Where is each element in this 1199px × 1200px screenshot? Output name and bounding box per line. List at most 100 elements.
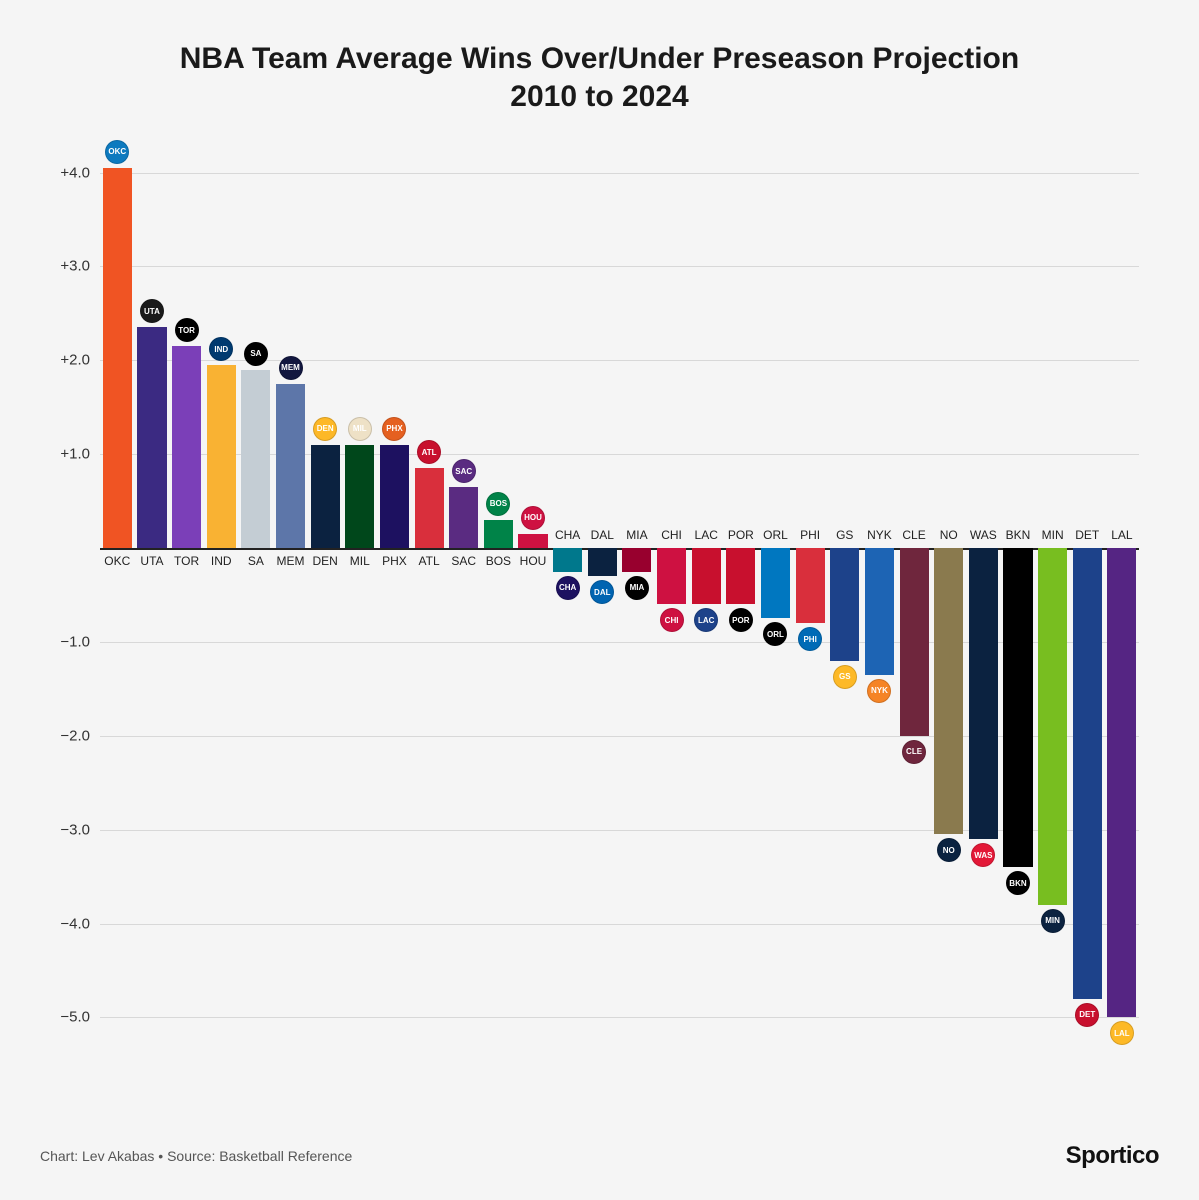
bar	[588, 548, 617, 576]
y-tick-label: +1.0	[60, 446, 90, 463]
title-line-1: NBA Team Average Wins Over/Under Preseas…	[180, 42, 1019, 75]
y-tick-label: −4.0	[60, 915, 90, 932]
x-tick-label: MIL	[350, 554, 370, 568]
bar	[622, 548, 651, 571]
bar-column: PHXPHX	[377, 135, 412, 1055]
bar	[1038, 548, 1067, 905]
team-logo-icon: PHI	[798, 627, 822, 651]
x-tick-label: ATL	[419, 554, 440, 568]
bar	[241, 370, 270, 548]
bar-column: UTA UTA	[135, 135, 170, 1055]
team-logo-icon: DAL	[590, 580, 614, 604]
bar-column: CHACHA	[550, 135, 585, 1055]
chart-area: +4.0+3.0+2.0+1.0−1.0−2.0−3.0−4.0−5.0OKCO…	[30, 135, 1169, 1055]
bar-column: HOU HOU	[516, 135, 551, 1055]
bar-column: MINMIN	[1035, 135, 1070, 1055]
bar	[311, 445, 340, 548]
x-tick-label: NO	[940, 528, 958, 542]
team-logo-icon: NYK	[867, 679, 891, 703]
x-tick-label: POR	[728, 528, 754, 542]
brand-logo: Sportico	[1066, 1142, 1159, 1170]
bar	[103, 168, 132, 548]
x-tick-label: WAS	[970, 528, 997, 542]
team-logo-icon: TOR	[175, 318, 199, 342]
x-tick-label: TOR	[174, 554, 199, 568]
bar-column: MIL MIL	[342, 135, 377, 1055]
bar	[172, 346, 201, 548]
y-tick-label: −1.0	[60, 633, 90, 650]
team-logo-icon: IND	[209, 337, 233, 361]
bar-column: PORPOR	[724, 135, 759, 1055]
bar-column: LAC LAC	[689, 135, 724, 1055]
bar	[553, 548, 582, 571]
y-tick-label: +4.0	[60, 164, 90, 181]
bar	[518, 534, 547, 548]
team-logo-icon: MIN	[1041, 909, 1065, 933]
x-tick-label: LAC	[695, 528, 718, 542]
title-line-2: 2010 to 2024	[510, 80, 688, 113]
x-tick-label: IND	[211, 554, 232, 568]
bar-column: DAL DAL	[585, 135, 620, 1055]
y-tick-label: −5.0	[60, 1009, 90, 1026]
chart-container: NBA Team Average Wins Over/Under Preseas…	[0, 0, 1199, 1200]
team-logo-icon: GS	[833, 665, 857, 689]
bar	[969, 548, 998, 839]
x-tick-label: SAC	[451, 554, 476, 568]
bar	[830, 548, 859, 661]
bar	[137, 327, 166, 548]
bar-column: DETDET	[1070, 135, 1105, 1055]
bar-column: BOS BOS	[481, 135, 516, 1055]
x-tick-label: BKN	[1006, 528, 1031, 542]
x-tick-label: BOS	[486, 554, 511, 568]
bar-column: DEN DEN	[308, 135, 343, 1055]
footer: Chart: Lev Akabas • Source: Basketball R…	[40, 1142, 1159, 1170]
bar-column: MEMMEM	[273, 135, 308, 1055]
team-logo-icon: MIA	[625, 576, 649, 600]
y-tick-label: +3.0	[60, 258, 90, 275]
team-logo-icon: UTA	[140, 299, 164, 323]
bar	[934, 548, 963, 834]
team-logo-icon: DET	[1075, 1003, 1099, 1027]
x-tick-label: NYK	[867, 528, 892, 542]
team-logo-icon: MIL	[348, 417, 372, 441]
team-logo-icon: SAC	[452, 459, 476, 483]
bar-column: BKNBKN	[1001, 135, 1036, 1055]
team-logo-icon: NO	[937, 838, 961, 862]
bar-column: NYK NYK	[862, 135, 897, 1055]
x-tick-label: MIA	[626, 528, 647, 542]
team-logo-icon: LAC	[694, 608, 718, 632]
y-tick-label: −2.0	[60, 727, 90, 744]
team-logo-icon: CHI	[660, 608, 684, 632]
bar-column: ATLATL	[412, 135, 447, 1055]
x-tick-label: DAL	[591, 528, 614, 542]
chart-credit: Chart: Lev Akabas • Source: Basketball R…	[40, 1148, 352, 1164]
bar	[865, 548, 894, 675]
team-logo-icon: BOS	[486, 492, 510, 516]
bar	[484, 520, 513, 548]
team-logo-icon: DEN	[313, 417, 337, 441]
team-logo-icon: WAS	[971, 843, 995, 867]
x-tick-label: DEN	[312, 554, 337, 568]
bar	[692, 548, 721, 604]
bar-column: OKCOKC	[100, 135, 135, 1055]
x-tick-label: UTA	[140, 554, 163, 568]
bar-column: IND IND	[204, 135, 239, 1055]
bar	[380, 445, 409, 548]
bar	[796, 548, 825, 623]
x-tick-label: HOU	[520, 554, 547, 568]
bars-group: OKCOKCUTAUTATORTORINDINDSASAMEMMEMDENDEN…	[100, 135, 1139, 1055]
bar-column: GS GS	[827, 135, 862, 1055]
x-tick-label: CHA	[555, 528, 580, 542]
x-tick-label: GS	[836, 528, 853, 542]
bar-column: CHI CHI	[654, 135, 689, 1055]
bar-column: NO NO	[931, 135, 966, 1055]
team-logo-icon: OKC	[105, 140, 129, 164]
bar-column: CLECLE	[897, 135, 932, 1055]
team-logo-icon: LAL	[1110, 1021, 1134, 1045]
team-logo-icon: HOU	[521, 506, 545, 530]
team-logo-icon: CLE	[902, 740, 926, 764]
x-tick-label: CHI	[661, 528, 682, 542]
bar	[1003, 548, 1032, 867]
bar-column: ORLORL	[758, 135, 793, 1055]
team-logo-icon: SA	[244, 342, 268, 366]
